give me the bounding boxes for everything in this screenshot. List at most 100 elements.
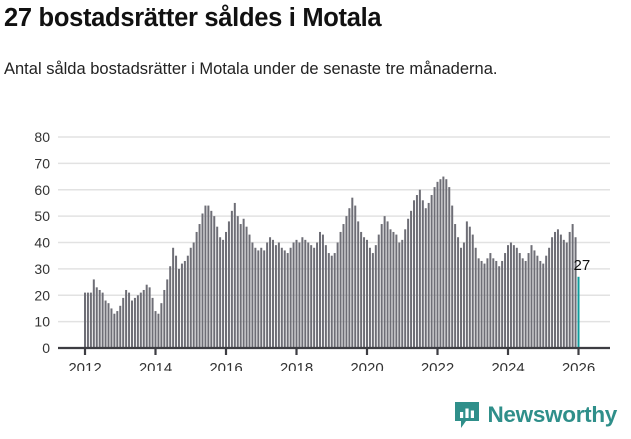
bar	[116, 311, 119, 348]
bar	[110, 308, 113, 348]
bar	[107, 303, 110, 348]
bar	[509, 242, 512, 348]
bar	[551, 237, 554, 348]
bar	[559, 234, 562, 348]
bar	[192, 242, 195, 348]
bar	[545, 255, 548, 348]
bar-chart: 0 10 20 30 40 50 60 70 80 2012 2014 2016 2018 2020 20…	[0, 126, 631, 371]
bar	[198, 224, 201, 348]
bar	[210, 210, 213, 348]
bar	[230, 210, 233, 348]
x-axis-tick-label: 2022	[421, 360, 454, 371]
bar	[283, 250, 286, 348]
bar	[501, 260, 504, 348]
bar	[530, 245, 533, 348]
bar	[266, 242, 269, 348]
y-axis-tick-labels: 0 10 20 30 40 50 60 70 80	[34, 129, 50, 356]
bar	[301, 237, 304, 348]
bar	[321, 234, 324, 348]
bar	[574, 237, 577, 348]
bar	[354, 205, 357, 348]
bar	[207, 205, 210, 348]
y-axis-tick-label: 20	[34, 287, 50, 303]
bar	[495, 260, 498, 348]
bar	[169, 266, 172, 348]
bar	[172, 247, 175, 348]
bar	[195, 231, 198, 348]
bar	[84, 292, 86, 348]
bar	[89, 292, 92, 348]
bar	[471, 234, 474, 348]
bar	[374, 245, 377, 348]
y-axis-tick-label: 40	[34, 235, 50, 251]
bar	[480, 260, 483, 348]
bar	[548, 247, 551, 348]
bar	[333, 253, 336, 348]
bar	[489, 253, 492, 348]
bar	[319, 231, 321, 348]
newsworthy-logo: Newsworthy	[454, 401, 617, 429]
bar	[368, 247, 371, 348]
bar	[201, 213, 204, 348]
bar	[86, 292, 89, 348]
bar	[274, 245, 277, 348]
bar	[157, 313, 160, 348]
bar	[363, 237, 366, 348]
bar	[527, 253, 530, 348]
bar	[216, 226, 219, 348]
bar	[286, 253, 289, 348]
bar	[427, 202, 430, 348]
bar	[554, 231, 556, 348]
page-subtitle: Antal sålda bostadsrätter i Motala under…	[4, 60, 498, 78]
bar	[163, 289, 166, 348]
y-axis-tick-label: 50	[34, 208, 50, 224]
bar	[186, 255, 189, 348]
bar	[498, 266, 501, 348]
bar	[95, 287, 98, 348]
highlighted-bar	[577, 276, 580, 348]
bar	[507, 245, 509, 348]
bar	[242, 218, 245, 348]
bar	[131, 300, 133, 348]
bar	[236, 216, 239, 348]
bar	[565, 242, 568, 348]
bar	[219, 237, 222, 348]
bar	[277, 242, 280, 348]
bar	[257, 250, 260, 348]
bar	[222, 239, 225, 348]
bar	[433, 187, 436, 348]
bar	[512, 245, 515, 348]
bar	[327, 253, 330, 348]
bar	[289, 247, 292, 348]
bar	[377, 234, 380, 348]
bar	[336, 242, 339, 348]
bar	[213, 216, 216, 348]
bar	[251, 242, 254, 348]
bar	[304, 239, 307, 348]
bar	[260, 247, 263, 348]
bar	[451, 205, 454, 348]
bar-chart-speech-bubble-icon	[455, 402, 480, 428]
bar	[457, 237, 460, 348]
bar	[104, 300, 107, 348]
bar-series	[84, 176, 580, 348]
bar	[225, 231, 227, 348]
bar	[316, 242, 319, 348]
y-axis-tick-label: 70	[34, 155, 50, 171]
bar	[556, 229, 559, 348]
bar	[454, 224, 457, 348]
y-axis-tick-label: 60	[34, 182, 50, 198]
bar	[175, 255, 178, 348]
bar-value-label: 27	[574, 257, 591, 274]
bar	[424, 208, 427, 348]
x-axis-tick-label: 2012	[68, 360, 101, 371]
bar	[139, 292, 142, 348]
y-axis-tick-label: 10	[34, 314, 50, 330]
bar	[418, 189, 421, 348]
bar	[92, 279, 95, 348]
bar	[233, 202, 236, 348]
x-axis-tick-label: 2026	[562, 360, 595, 371]
bar	[483, 263, 486, 348]
bar	[227, 221, 230, 348]
